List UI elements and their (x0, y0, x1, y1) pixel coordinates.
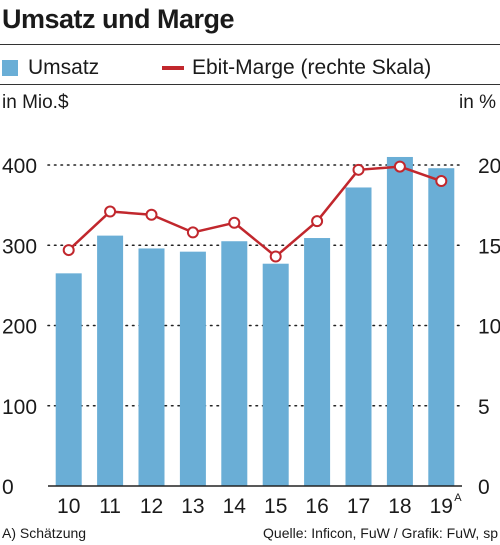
bar-19 (428, 168, 455, 486)
left-axis-unit: in Mio.$ (2, 92, 69, 113)
x-tick-label: 14 (223, 495, 247, 518)
legend-bar-swatch (2, 60, 18, 76)
legend-line-label: Ebit-Marge (rechte Skala) (192, 56, 432, 79)
x-tick-label: 16 (305, 495, 328, 518)
source-credit: Quelle: Inficon, FuW / Grafik: FuW, sp (263, 525, 498, 541)
legend-bar-label: Umsatz (28, 56, 100, 79)
margin-point-18 (393, 160, 406, 173)
x-tick-label: 11 (99, 495, 121, 518)
bar-10 (55, 273, 82, 486)
bar-12 (138, 248, 165, 486)
x-tick-label: 12 (140, 495, 163, 518)
footnote: A) Schätzung (2, 525, 87, 541)
chart-title: Umsatz und Marge (2, 4, 235, 34)
x-tick-superscript: A (454, 492, 462, 504)
margin-point-10 (62, 244, 75, 257)
margin-point-19 (435, 175, 448, 188)
bar-14 (221, 241, 248, 486)
margin-point-16 (311, 215, 324, 228)
margin-point-14 (228, 216, 241, 229)
x-tick-label: 17 (347, 495, 370, 518)
bar-15 (262, 263, 289, 486)
right-tick-label: 0 (478, 476, 490, 499)
x-tick-label: 19 (430, 495, 453, 518)
x-tick-label: 15 (264, 495, 287, 518)
x-tick-label: 18 (388, 495, 411, 518)
x-tick-label: 10 (57, 495, 80, 518)
bar-13 (179, 251, 206, 486)
right-tick-label: 10 (478, 316, 500, 339)
margin-point-11 (104, 205, 117, 218)
left-tick-label: 0 (2, 476, 14, 499)
right-tick-label: 5 (478, 396, 490, 419)
left-tick-label: 200 (2, 316, 37, 339)
margin-point-17 (352, 163, 365, 176)
right-axis-unit: in % (459, 92, 496, 113)
margin-point-13 (186, 226, 199, 239)
right-tick-label: 15 (478, 235, 500, 258)
left-tick-label: 100 (2, 396, 37, 419)
left-tick-label: 300 (2, 235, 37, 258)
legend: Umsatz Ebit-Marge (rechte Skala) (0, 52, 500, 82)
margin-point-15 (269, 250, 282, 263)
title-rule (0, 44, 500, 45)
margin-point-12 (145, 208, 158, 221)
bar-16 (304, 238, 331, 486)
bar-18 (386, 156, 413, 486)
bar-17 (345, 187, 372, 486)
bar-11 (97, 235, 124, 486)
x-tick-label: 13 (181, 495, 204, 518)
margin-line (67, 165, 442, 258)
left-tick-label: 400 (2, 155, 37, 178)
chart-plot: 0 100 200 300 400 0 5 10 15 20 10 11 12 13 14 15 16 17 18 1… (2, 155, 500, 518)
legend-line-swatch (162, 66, 184, 70)
right-tick-label: 20 (478, 155, 500, 178)
legend-rule (0, 84, 500, 85)
